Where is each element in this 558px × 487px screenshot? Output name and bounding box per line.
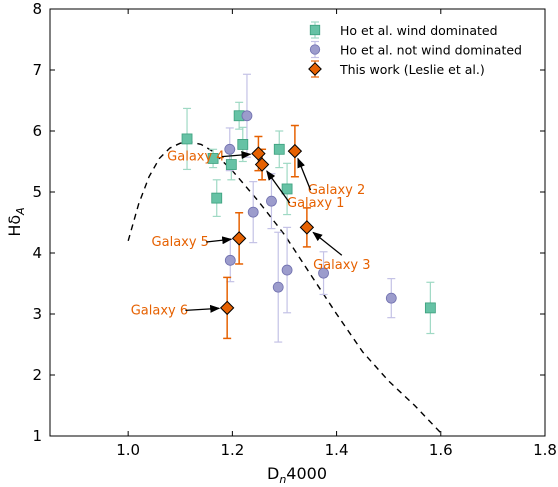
x-tick-label: 1.6 [429,441,453,459]
y-axis-label: HδA [5,207,27,236]
y-tick-label: 3 [32,305,42,323]
y-tick-label: 1 [32,427,42,445]
x-axis-label: Dn4000 [267,464,327,486]
x-tick-label: 1.2 [220,441,244,459]
x-tick-label: 1.8 [533,441,557,459]
data-point-circle [272,281,284,293]
y-tick-label: 2 [32,366,42,384]
data-point-diamond [231,231,247,246]
galaxy-label: Galaxy 4 [167,150,224,165]
data-point-square [181,133,193,145]
legend-marker-square [309,24,321,36]
data-point-circle [281,264,293,276]
annotation-arrow [266,170,291,204]
data-point-circle [224,143,236,155]
data-point-square [211,192,223,204]
data-point-circle [241,110,253,122]
galaxy-label: Galaxy 6 [131,303,188,318]
y-tick-label: 7 [32,61,42,79]
legend-marker-circle [309,44,321,55]
annotation-arrow [312,231,343,256]
legend: Ho et al. wind dominated Ho et al. not wi… [308,21,522,78]
data-point-circle [318,267,329,279]
plot-frame [49,8,546,437]
data-point-diamond [287,143,303,159]
x-tick-label: 1.0 [116,441,140,459]
data-markers [181,110,436,316]
galaxy-label: Galaxy 1 [287,196,344,211]
y-tick-label: 4 [32,244,42,262]
data-point-square [273,143,285,155]
galaxy-label: Galaxy 5 [152,235,209,250]
y-tick-label: 8 [32,0,42,18]
legend-marker-diamond [308,62,322,76]
annotation-arrow [221,150,252,159]
annotation-arrow [297,157,312,191]
legend-label: Ho et al. wind dominated [340,23,498,38]
legend-label: Ho et al. not wind dominated [340,43,522,58]
data-point-circle [247,206,259,218]
galaxy-label: Galaxy 3 [313,258,370,273]
data-point-diamond [251,146,266,161]
galaxy-label: Galaxy 2 [308,183,365,198]
y-tick-label: 6 [32,122,42,140]
data-point-diamond [299,220,315,235]
data-point-square [207,153,219,164]
axis-ticks: 1.0 1.2 1.4 1.6 1.8 1 2 3 4 5 6 7 8 [32,0,556,459]
data-point-square [424,302,436,314]
data-point-circle [224,254,236,266]
legend-label: This work (Leslie et al.) [339,62,485,77]
data-point-circle [385,292,397,304]
data-point-diamond [219,300,235,316]
data-point-square [281,183,293,195]
annotation-arrow [206,236,233,245]
x-tick-label: 1.4 [325,441,349,459]
y-tick-label: 5 [32,183,42,201]
data-point-diamond [254,157,270,172]
data-point-circle [266,195,277,207]
annotation-arrow [185,304,221,313]
data-point-square [237,139,249,150]
data-point-square [225,159,237,170]
